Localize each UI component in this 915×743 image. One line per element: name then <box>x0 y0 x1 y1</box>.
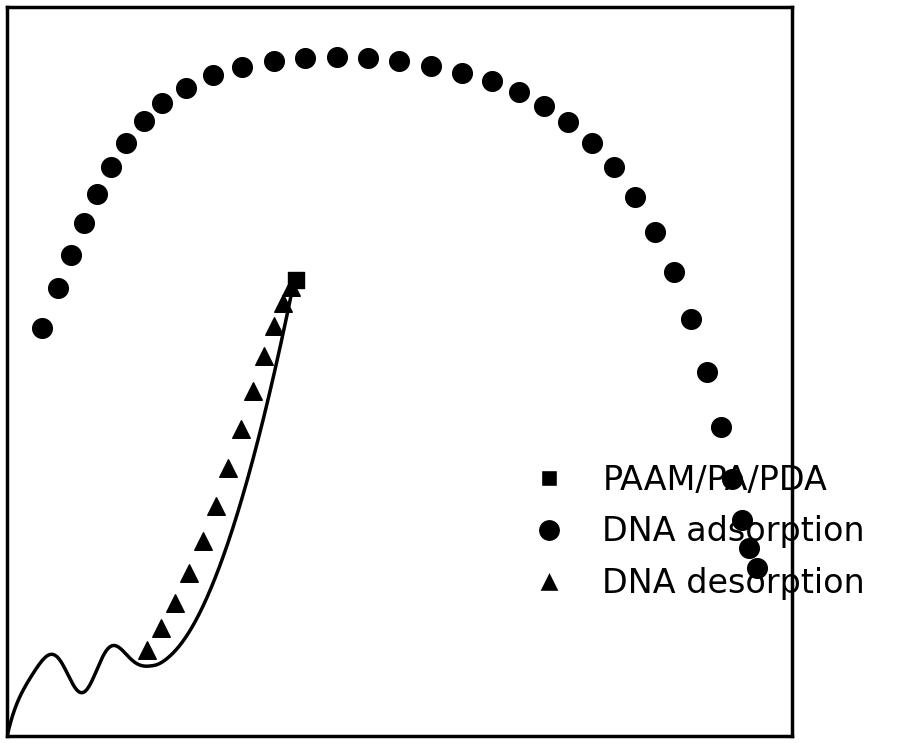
Point <box>50 282 65 294</box>
Point <box>485 75 500 87</box>
Point <box>182 568 197 580</box>
Point <box>139 644 154 656</box>
Point <box>233 424 248 435</box>
Point <box>276 297 291 309</box>
Point <box>221 462 235 474</box>
Point <box>607 161 621 173</box>
Point <box>742 542 757 554</box>
Point <box>536 100 551 112</box>
Point <box>455 67 469 79</box>
Point <box>103 161 118 173</box>
Point <box>700 366 715 377</box>
Point <box>684 313 699 325</box>
Point <box>154 622 168 634</box>
Point <box>714 421 728 433</box>
Point <box>266 55 281 67</box>
Point <box>167 597 182 609</box>
Point <box>628 190 642 202</box>
Point <box>393 55 407 67</box>
Point <box>205 70 220 82</box>
Point <box>77 217 92 229</box>
Point <box>196 535 210 547</box>
Point <box>35 322 49 334</box>
Legend: PAAM/PA/PDA, DNA adsorption, DNA desorption: PAAM/PA/PDA, DNA adsorption, DNA desorpt… <box>502 451 878 613</box>
Point <box>235 61 250 73</box>
Point <box>667 267 682 279</box>
Point <box>648 226 662 238</box>
Point <box>256 350 271 362</box>
Point <box>266 320 281 332</box>
Point <box>585 137 599 149</box>
Point <box>136 115 151 127</box>
Point <box>284 281 298 293</box>
Point <box>561 116 576 128</box>
Point <box>64 249 79 261</box>
Point <box>361 52 375 64</box>
Point <box>209 500 223 512</box>
Point <box>725 473 739 485</box>
Point <box>178 82 193 94</box>
Point <box>735 514 749 526</box>
Point <box>511 86 526 98</box>
Point <box>288 274 303 286</box>
Point <box>298 52 313 64</box>
Point <box>119 137 134 149</box>
Point <box>424 60 438 72</box>
Point <box>245 385 260 397</box>
Point <box>90 188 104 200</box>
Point <box>155 97 169 109</box>
Point <box>750 562 765 574</box>
Point <box>329 51 344 63</box>
